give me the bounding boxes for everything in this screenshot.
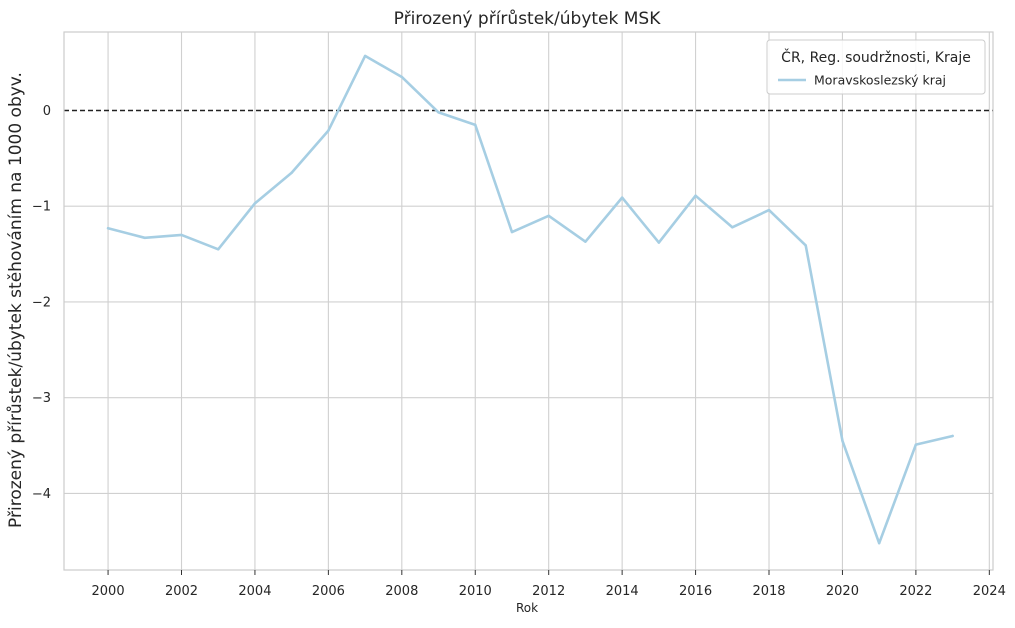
data-point-2010 (474, 123, 477, 127)
y-tick-label-3: −3 (32, 391, 51, 406)
data-point-2005 (290, 171, 293, 174)
x-tick-label-2006: 2006 (312, 584, 345, 599)
data-point-2012 (547, 214, 550, 218)
legend-title: ČR, Reg. soudržnosti, Kraje (781, 48, 971, 66)
data-point-2021 (877, 541, 881, 545)
data-point-2020 (841, 439, 844, 442)
data-point-2018 (767, 208, 771, 212)
legend-box (766, 39, 986, 95)
x-axis-label: Rok (516, 601, 538, 615)
data-point-2019 (804, 244, 807, 247)
data-point-2022 (914, 443, 918, 446)
y-tick-label-2: −2 (32, 295, 51, 310)
series-line-0 (106, 54, 954, 545)
data-point-2001 (143, 236, 146, 240)
data-point-2003 (217, 248, 220, 251)
x-tick-label-2008: 2008 (385, 584, 418, 599)
chart-title: Přirozený přírůstek/úbytek MSK (394, 9, 662, 29)
grid-lines (64, 32, 993, 570)
x-tick-label-2016: 2016 (679, 584, 712, 599)
data-point-2006 (327, 129, 330, 132)
y-axis-ticks: 0 −1 −2 −3 −4 (32, 104, 51, 502)
x-tick-label-2000: 2000 (92, 584, 125, 599)
data-point-2008 (400, 75, 404, 79)
data-point-2015 (657, 241, 661, 244)
x-tick-label-2022: 2022 (899, 584, 932, 599)
data-point-2000 (106, 227, 110, 230)
series-lines (106, 54, 954, 545)
x-tick-label-2002: 2002 (165, 584, 198, 599)
x-tick-label-2024: 2024 (973, 584, 1006, 599)
data-point-2007 (363, 54, 367, 58)
y-tick-label-0: 0 (43, 104, 51, 119)
data-point-2016 (694, 194, 697, 197)
data-point-2014 (620, 196, 624, 199)
data-point-2013 (584, 240, 587, 243)
data-point-2004 (253, 202, 257, 205)
data-point-2017 (731, 226, 734, 229)
x-tick-label-2014: 2014 (606, 584, 639, 599)
data-point-2002 (180, 233, 183, 237)
legend: ČR, Reg. soudržnosti, Kraje Moravskoslez… (766, 39, 986, 95)
legend-entry-moravskoslezsky-kraj: Moravskoslezský kraj (814, 73, 946, 88)
x-tick-label-2010: 2010 (459, 584, 492, 599)
data-point-2009 (437, 111, 440, 114)
plot-frame (63, 31, 994, 571)
x-tick-label-2004: 2004 (238, 584, 271, 599)
x-tick-label-2012: 2012 (532, 584, 565, 599)
x-tick-label-2020: 2020 (826, 584, 859, 599)
data-point-2011 (510, 230, 514, 234)
x-tick-label-2018: 2018 (752, 584, 785, 599)
data-point-2023 (951, 434, 954, 438)
y-tick-label-4: −4 (32, 487, 51, 502)
y-tick-label-1: −1 (32, 200, 51, 215)
y-axis-label: Přirozený přírůstek/úbytek stěhováním na… (6, 72, 26, 528)
x-axis-ticks: 2000 2002 2004 2006 2008 2010 2012 2014 2016 2018… (92, 570, 1006, 599)
